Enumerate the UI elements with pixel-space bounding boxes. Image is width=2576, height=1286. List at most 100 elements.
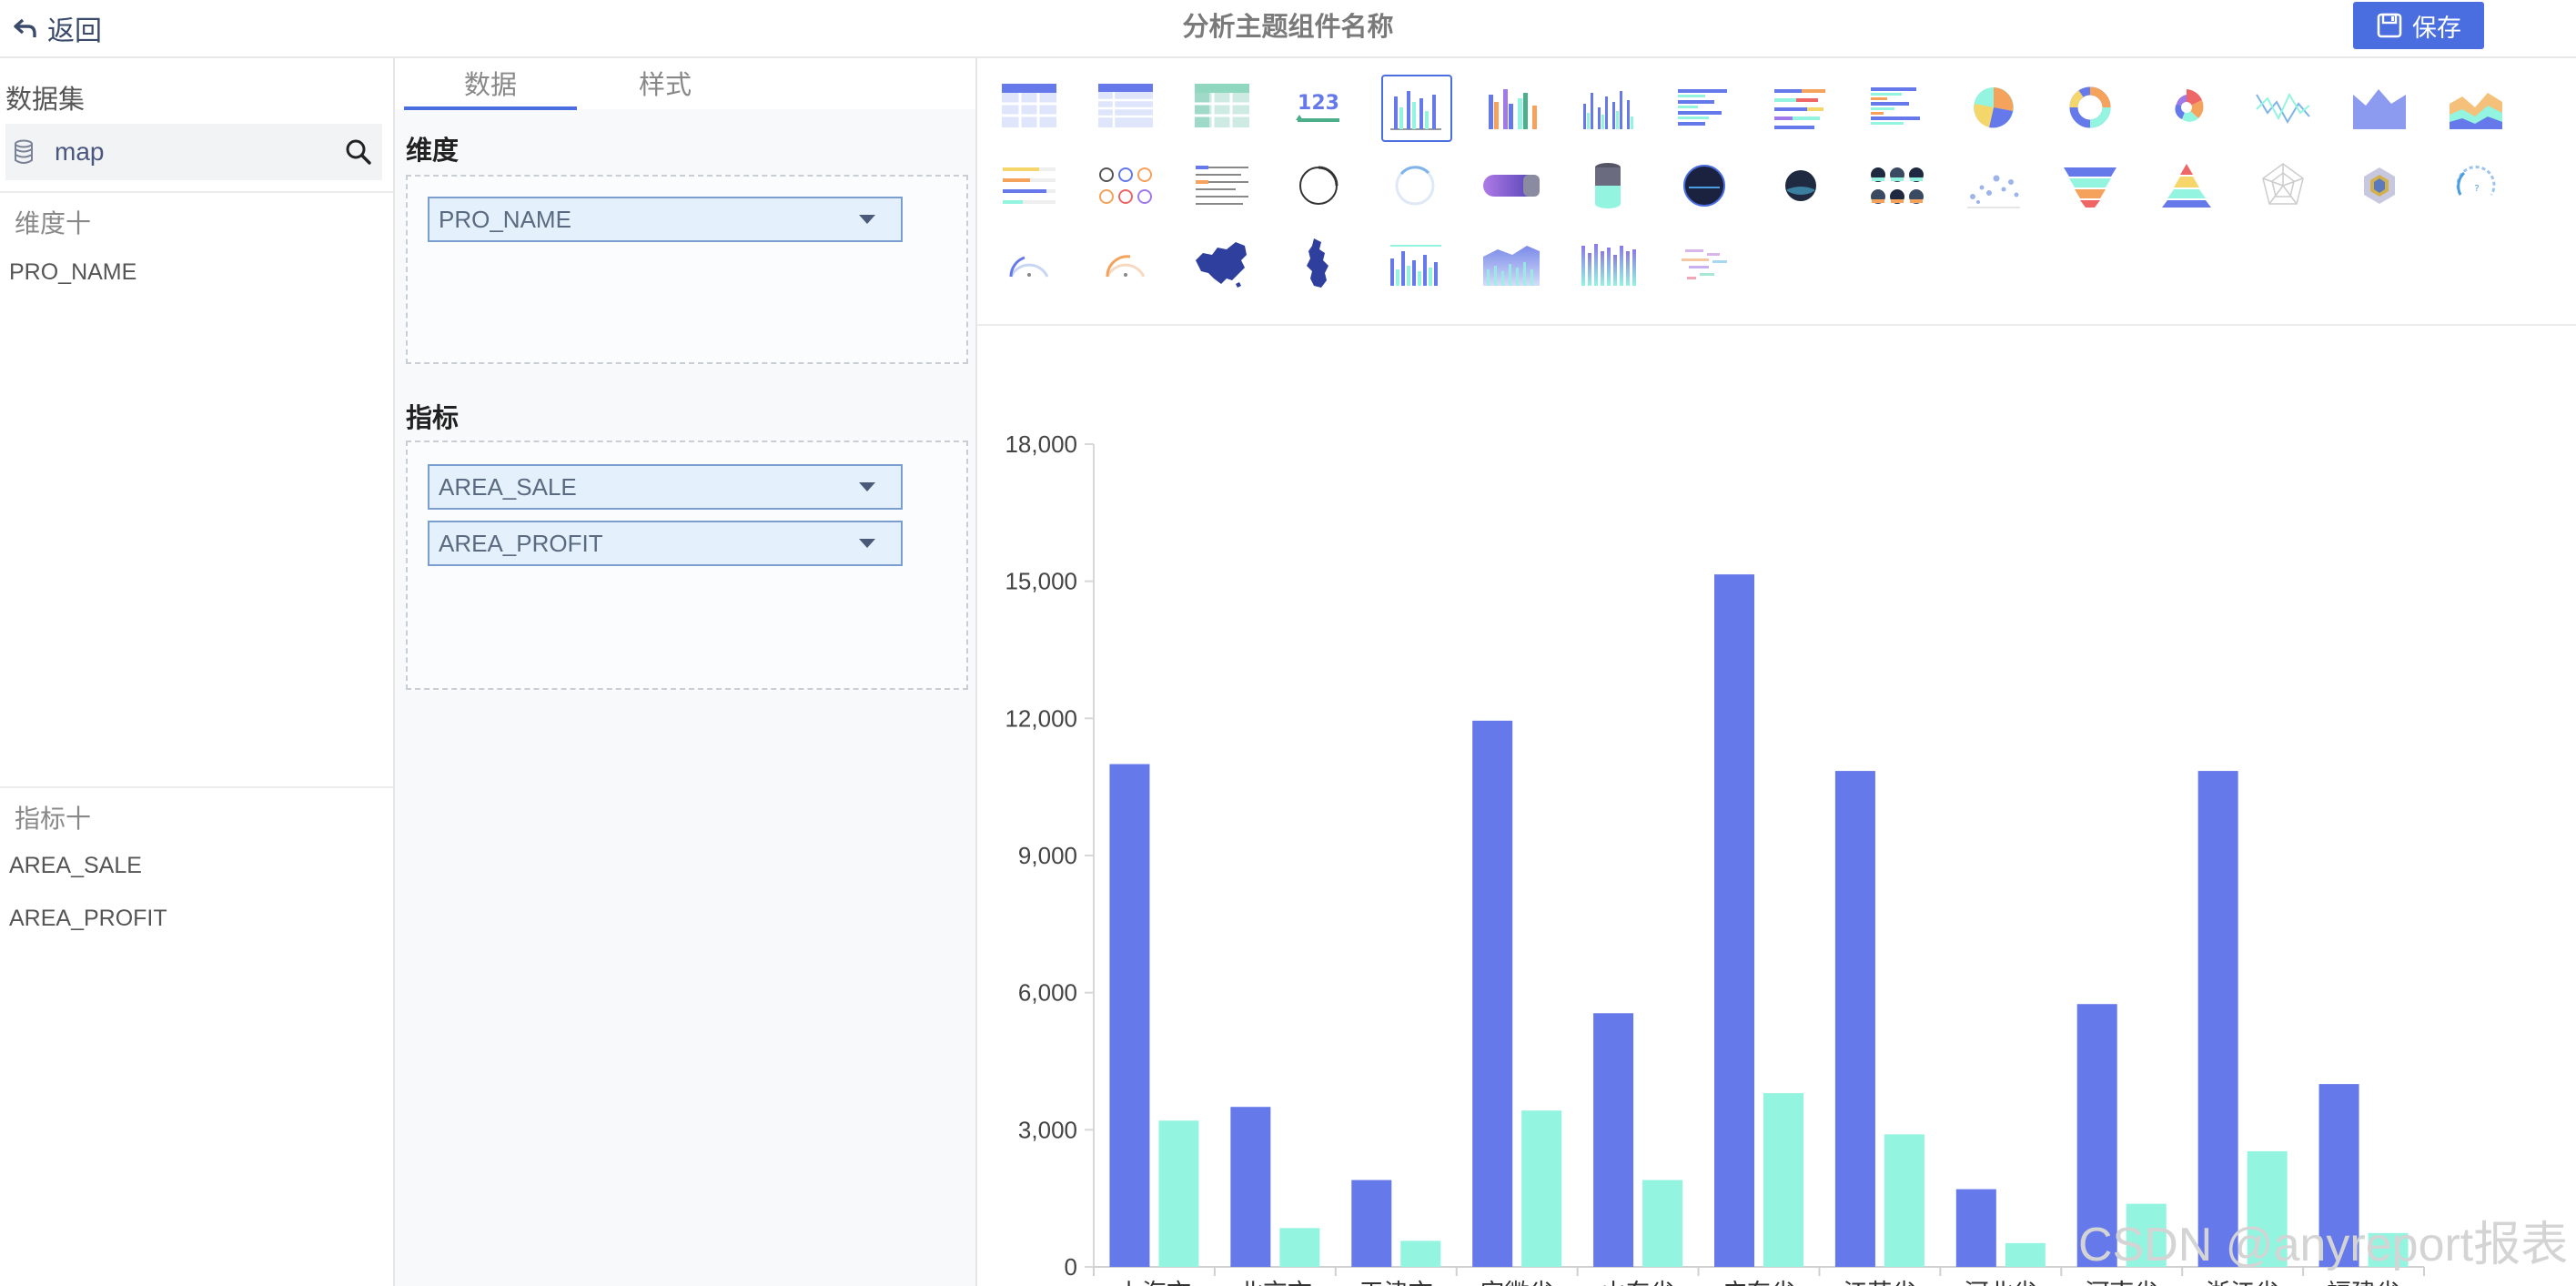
china-map-icon[interactable] xyxy=(1188,231,1259,299)
table-icon[interactable] xyxy=(995,75,1066,142)
tab-data[interactable]: 数据 xyxy=(463,71,517,100)
ring-progress-glyph xyxy=(1395,166,1435,206)
ring-progress-icon[interactable] xyxy=(1381,153,1452,220)
dimension-drop-zone[interactable]: PRO_NAME xyxy=(406,175,968,364)
bar-area-sale xyxy=(1109,764,1150,1267)
measure-drop-zone[interactable]: AREA_SALE AREA_PROFIT xyxy=(406,440,968,690)
province-map-icon[interactable] xyxy=(1285,231,1356,299)
x-tick-label: 河北省 xyxy=(1964,1280,2037,1286)
province-map-glyph xyxy=(1307,238,1329,288)
chip-label: AREA_SALE xyxy=(439,472,577,501)
pie-chart-icon[interactable] xyxy=(1960,75,2031,142)
chart-area: 123? 0 3,000 6,000 9,000 12,000 15,000 18,000 上… xyxy=(977,58,2576,1286)
ring-gauge-glyph xyxy=(1299,166,1339,205)
pie-chart-glyph xyxy=(1974,87,2015,128)
pivot-table-icon[interactable] xyxy=(1188,75,1259,142)
x-tick-label: 广东省 xyxy=(1722,1280,1796,1286)
text-list-glyph xyxy=(1196,166,1249,205)
word-cloud-icon[interactable] xyxy=(1671,231,1742,299)
x-tick-label: 福建省 xyxy=(2327,1280,2400,1286)
x-tick-label: 安徽省 xyxy=(1480,1280,1554,1286)
dimension-group-title: 维度 xyxy=(406,137,460,166)
measure-chip-area-profit[interactable]: AREA_PROFIT xyxy=(428,521,903,566)
gradient-area-bar-icon[interactable] xyxy=(1478,231,1549,299)
pyramid-glyph xyxy=(2162,164,2212,208)
hexagon-icon[interactable] xyxy=(2346,153,2417,220)
gradient-bar-icon[interactable] xyxy=(1574,231,1645,299)
scatter-icon[interactable] xyxy=(1960,153,2031,220)
y-tick-label: 12,000 xyxy=(1005,704,1077,732)
dash-gauge-icon[interactable]: ? xyxy=(2442,153,2513,220)
dark-circle-glyph xyxy=(1683,165,1726,207)
bar-area-profit xyxy=(1642,1180,1683,1267)
multi-bar-chart-icon[interactable] xyxy=(1478,75,1549,142)
orange-gauge-glyph xyxy=(1106,255,1146,278)
pyramid-icon[interactable] xyxy=(2153,153,2224,220)
dataset-selector[interactable]: map xyxy=(5,124,382,180)
caret-down-icon[interactable] xyxy=(859,482,875,491)
bar-chart-glyph xyxy=(1390,91,1442,130)
caret-down-icon[interactable] xyxy=(859,215,875,224)
x-tick-label: 河南省 xyxy=(2085,1280,2158,1286)
orange-gauge-icon[interactable] xyxy=(1092,231,1163,299)
line-chart-icon[interactable] xyxy=(2249,75,2320,142)
tab-style[interactable]: 样式 xyxy=(638,71,692,100)
bar-area-sale xyxy=(1955,1189,1996,1267)
bar-area-profit xyxy=(1400,1240,1441,1267)
multi-horizontal-bar-icon[interactable] xyxy=(1864,75,1935,142)
dark-circle-icon[interactable] xyxy=(1671,153,1742,220)
measure-field-area-profit[interactable]: AREA_PROFIT xyxy=(9,906,167,931)
ring-gauge-icon[interactable] xyxy=(1285,153,1356,220)
dimension-field-pro-name[interactable]: PRO_NAME xyxy=(9,259,137,285)
multi-bar-chart-glyph xyxy=(1489,89,1538,129)
gradient-bar-glyph xyxy=(1581,244,1637,286)
y-tick-label: 9,000 xyxy=(1018,842,1077,869)
progress-bars-icon[interactable] xyxy=(995,153,1066,220)
dark-ball-icon[interactable] xyxy=(1767,153,1838,220)
caret-down-icon[interactable] xyxy=(859,539,875,548)
cylinder-icon[interactable] xyxy=(1574,153,1645,220)
thin-bar-chart-icon[interactable] xyxy=(1574,75,1645,142)
stacked-horizontal-bar-icon[interactable] xyxy=(1767,75,1838,142)
dimension-heading[interactable]: 维度十 xyxy=(15,209,92,238)
horizontal-bar-icon[interactable] xyxy=(1671,75,1742,142)
y-tick-label: 3,000 xyxy=(1018,1116,1077,1143)
svg-text:?: ? xyxy=(2475,184,2480,194)
bar-chart-icon[interactable] xyxy=(1381,75,1453,142)
svg-text:123: 123 xyxy=(1298,92,1339,115)
horizontal-bar-glyph xyxy=(1678,89,1728,126)
radar-icon[interactable] xyxy=(2249,153,2320,220)
measure-chip-area-sale[interactable]: AREA_SALE xyxy=(428,464,903,510)
bar-area-profit xyxy=(2247,1150,2288,1267)
search-icon[interactable] xyxy=(344,137,373,167)
measure-field-area-sale[interactable]: AREA_SALE xyxy=(9,853,142,878)
save-button[interactable]: 保存 xyxy=(2353,2,2484,49)
bar-area-profit xyxy=(1884,1134,1924,1267)
funnel-icon[interactable] xyxy=(2056,153,2127,220)
dimension-chip-pro-name[interactable]: PRO_NAME xyxy=(428,197,903,242)
bar-area-profit xyxy=(2368,1232,2409,1267)
cylinder-glyph xyxy=(1595,163,1621,208)
blue-gauge-icon[interactable] xyxy=(995,231,1066,299)
ring-grid-icon[interactable] xyxy=(1092,153,1163,220)
bar-area-profit xyxy=(1521,1110,1562,1267)
bar-area-profit xyxy=(1279,1228,1320,1267)
stacked-area-icon[interactable] xyxy=(2442,75,2513,142)
number-card-icon[interactable]: 123 xyxy=(1285,75,1356,142)
detail-table-icon[interactable] xyxy=(1092,75,1163,142)
scatter-glyph xyxy=(1967,175,2021,208)
bar-line-combo-icon[interactable] xyxy=(1381,231,1452,299)
measure-heading[interactable]: 指标十 xyxy=(15,805,92,833)
bar-area-profit xyxy=(2126,1203,2167,1267)
back-button[interactable]: 返回 xyxy=(13,9,102,47)
active-tab-indicator xyxy=(404,106,577,110)
text-list-icon[interactable] xyxy=(1188,153,1259,220)
radar-glyph xyxy=(2262,163,2305,205)
rose-chart-icon[interactable] xyxy=(2153,75,2224,142)
capsule-bar-icon[interactable] xyxy=(1478,153,1549,220)
donut-chart-icon[interactable] xyxy=(2056,75,2127,142)
area-chart-icon[interactable] xyxy=(2346,75,2417,142)
ball-grid-icon[interactable] xyxy=(1864,153,1935,220)
detail-table-glyph xyxy=(1098,84,1154,127)
y-tick-label: 6,000 xyxy=(1018,979,1077,1007)
